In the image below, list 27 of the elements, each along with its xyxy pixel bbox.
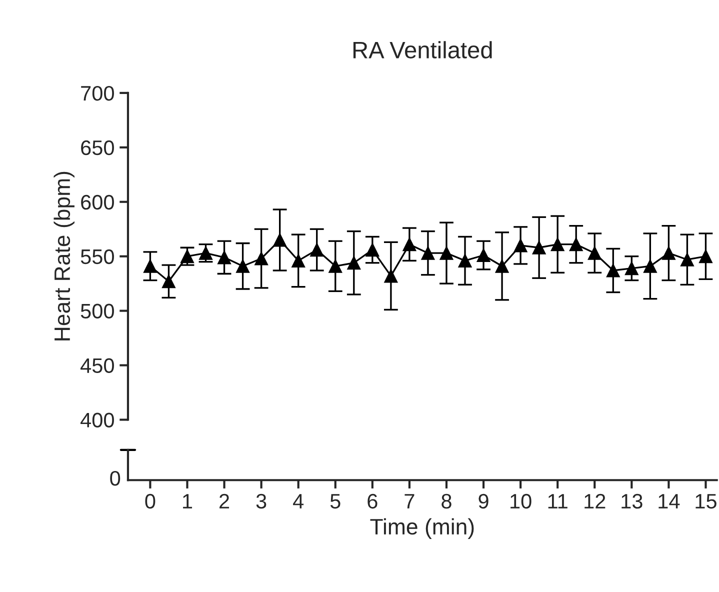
x-tick-label: 13 xyxy=(622,494,642,509)
x-tick-label: 3 xyxy=(256,494,266,509)
y-tick-label: 650 xyxy=(81,140,114,156)
x-tick-label: 12 xyxy=(584,494,606,508)
text: 0 xyxy=(110,470,120,486)
x-tick-label: 5 xyxy=(330,494,340,509)
y-tick-label: 600 xyxy=(81,194,114,210)
chart-title: RA Ventilated xyxy=(353,41,492,58)
x-tick-label: 6 xyxy=(368,494,378,509)
x-tick-label: 10 xyxy=(510,494,532,509)
x-tick-label: 11 xyxy=(548,494,568,508)
x-tick-label: 2 xyxy=(220,494,230,508)
y-tick-label: 400 xyxy=(80,412,114,428)
x-tick-label: 14 xyxy=(658,494,680,508)
x-tick-label: 4 xyxy=(293,494,304,508)
y-tick-label: 450 xyxy=(80,358,114,374)
x-tick-label: 9 xyxy=(478,494,488,509)
y-axis-title: Heart Rate (bpm) xyxy=(54,172,74,340)
x-tick-label: 0 xyxy=(145,494,156,509)
x-axis-title: Time (min) xyxy=(370,518,474,539)
x-tick-label: 15 xyxy=(696,494,716,509)
x-tick-label: 1 xyxy=(183,494,192,508)
y-tick-label: 700 xyxy=(81,86,114,101)
x-tick-label: 8 xyxy=(442,494,452,509)
y-tick-label: 550 xyxy=(80,249,114,264)
x-tick-label: 7 xyxy=(404,494,414,508)
y-tick-label: 500 xyxy=(80,304,114,319)
